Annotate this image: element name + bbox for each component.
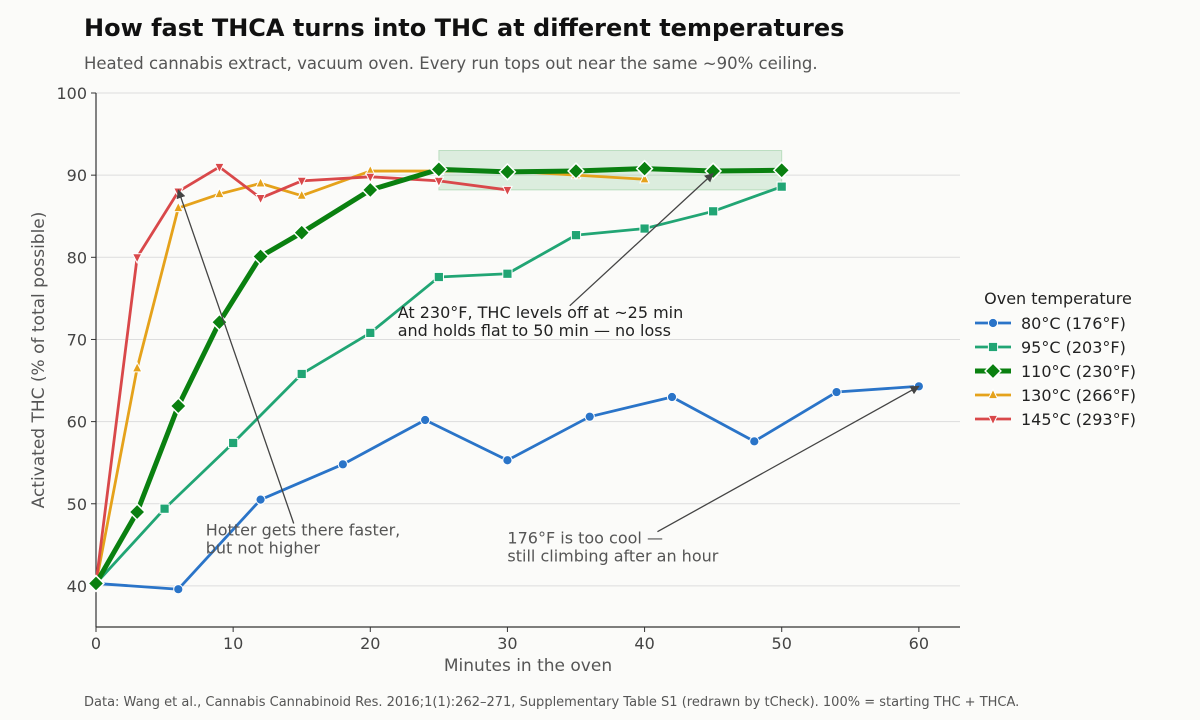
data-point <box>131 361 143 373</box>
data-point <box>708 206 719 217</box>
x-tick-label: 30 <box>497 634 517 653</box>
x-tick-label: 50 <box>772 634 792 653</box>
legend-marker <box>987 414 999 426</box>
data-point <box>365 327 376 338</box>
data-point <box>772 161 791 180</box>
legend-label: 110°C (230°F) <box>1021 362 1136 381</box>
data-point <box>296 368 307 380</box>
data-point <box>913 381 924 392</box>
data-point <box>131 253 143 265</box>
data-point <box>173 584 184 595</box>
annotation-text: but not higher <box>206 539 321 558</box>
data-point <box>498 162 517 181</box>
annotation-arrow <box>569 172 714 307</box>
legend-label: 130°C (266°F) <box>1021 386 1136 405</box>
legend-label: 145°C (293°F) <box>1021 410 1136 429</box>
x-tick-label: 40 <box>634 634 654 653</box>
annotation-text: At 230°F, THC levels off at ~25 min <box>398 303 684 322</box>
x-axis-label: Minutes in the oven <box>444 656 612 676</box>
data-point <box>296 176 308 188</box>
legend: Oven temperature 80°C (176°F) 95°C (203°F… <box>975 289 1136 429</box>
data-point <box>570 230 582 241</box>
series-group <box>90 181 787 589</box>
legend-marker <box>987 388 999 400</box>
data-point <box>296 188 308 200</box>
legend-label: 80°C (176°F) <box>1021 314 1126 333</box>
data-point <box>567 162 585 180</box>
data-point <box>429 160 448 179</box>
y-tick-label: 90 <box>67 166 87 185</box>
annotation-text: 176°F is too cool — <box>507 529 663 548</box>
plot-area: 40 50 60 70 80 90 100 0 10 20 30 40 50 60 At 230°F, TH… <box>56 84 960 653</box>
annotation-arrow <box>176 189 295 524</box>
data-point <box>214 162 225 174</box>
legend-entry: 110°C (230°F) <box>975 362 1136 381</box>
data-point <box>87 574 105 593</box>
y-tick-label: 80 <box>67 248 87 267</box>
data-point <box>433 271 444 283</box>
chart-title: How fast THCA turns into THC at differen… <box>84 14 844 42</box>
data-point <box>502 185 513 197</box>
x-tick-label: 10 <box>223 634 243 653</box>
y-tick-label: 100 <box>56 84 87 103</box>
data-point <box>228 437 239 449</box>
legend-entry: 95°C (203°F) <box>975 338 1126 357</box>
y-tick-label: 40 <box>67 577 87 596</box>
data-point <box>639 223 650 234</box>
chart-subtitle: Heated cannabis extract, vacuum oven. Ev… <box>84 54 818 73</box>
data-point <box>666 391 678 403</box>
x-tick-label: 60 <box>909 634 929 653</box>
y-tick-label: 50 <box>67 495 87 514</box>
data-point <box>128 503 147 521</box>
legend-marker <box>987 341 999 353</box>
data-point <box>420 414 431 426</box>
y-tick-label: 70 <box>67 330 87 349</box>
y-axis-label: Activated THC (% of total possible) <box>29 212 49 509</box>
annotation-text: still climbing after an hour <box>507 547 718 566</box>
data-point <box>831 386 842 398</box>
legend-entry: 130°C (266°F) <box>975 386 1136 405</box>
data-point <box>776 181 787 192</box>
series-line <box>93 166 785 586</box>
legend-entry: 145°C (293°F) <box>975 410 1136 429</box>
x-tick-label: 0 <box>91 634 101 653</box>
y-tick-label: 60 <box>67 413 87 432</box>
data-point <box>255 494 266 505</box>
legend-title: Oven temperature <box>984 289 1132 308</box>
data-point <box>361 181 380 199</box>
data-point <box>255 194 266 205</box>
data-point <box>337 459 348 470</box>
footer-source-note: Data: Wang et al., Cannabis Cannabinoid … <box>84 695 1019 710</box>
series-group <box>87 159 791 593</box>
legend-marker <box>984 362 1002 380</box>
data-point <box>364 172 376 184</box>
data-point <box>251 247 270 266</box>
data-point <box>502 268 513 279</box>
annotation-text: Hotter gets there faster, <box>206 521 401 540</box>
legend-label: 95°C (203°F) <box>1021 338 1126 357</box>
annotation-arrow <box>657 385 920 533</box>
data-point <box>169 397 188 415</box>
legend-entry: 80°C (176°F) <box>975 314 1126 333</box>
series-line <box>94 185 784 585</box>
x-tick-label: 20 <box>360 634 380 653</box>
data-point <box>639 172 650 184</box>
data-point <box>255 176 266 188</box>
legend-marker <box>987 317 999 329</box>
data-point <box>172 201 184 213</box>
data-point <box>214 187 225 199</box>
data-point <box>292 223 311 242</box>
data-point <box>635 159 654 178</box>
data-point <box>749 436 760 447</box>
data-point <box>584 411 595 422</box>
data-point <box>159 503 170 514</box>
data-point <box>502 455 513 466</box>
annotation-text: and holds flat to 50 min — no loss <box>398 321 671 340</box>
